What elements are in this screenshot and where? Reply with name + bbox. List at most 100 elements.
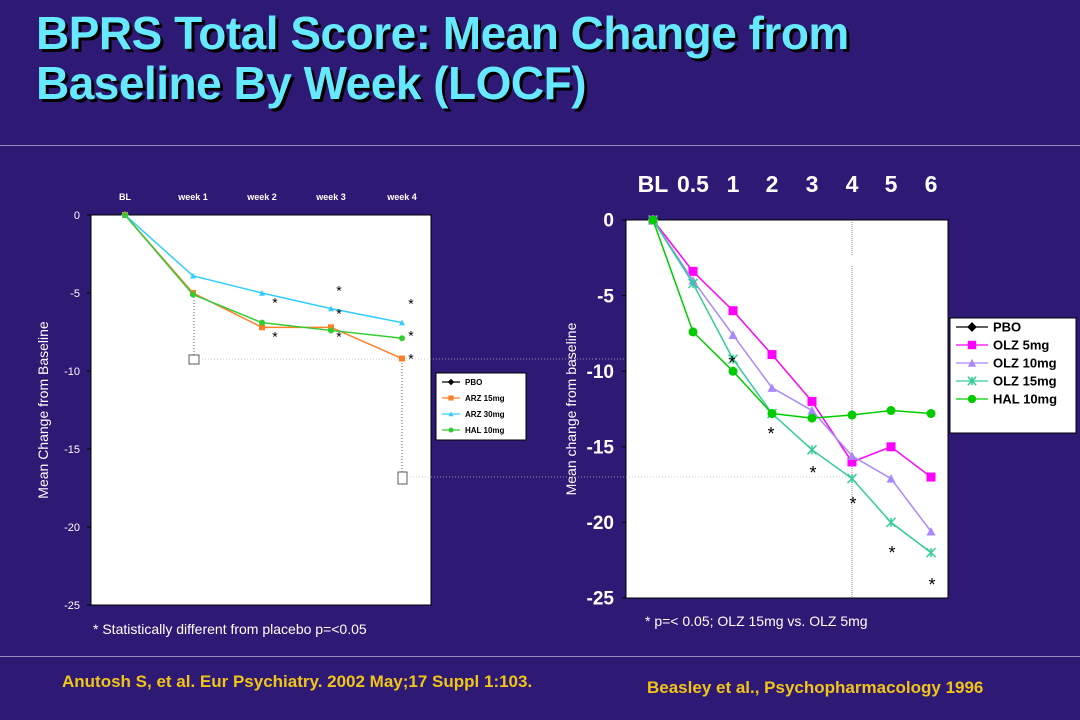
- chart2-series-point-4: [926, 409, 936, 419]
- chart1-legend-label: HAL 10mg: [465, 426, 505, 435]
- chart2-series-point-4: [688, 327, 698, 337]
- chart2-legend-swatch-marker: [967, 376, 977, 386]
- chart1-footnote: * Statistically different from placebo p…: [93, 621, 367, 637]
- chart2-category-label: 4: [846, 171, 859, 197]
- chart2-series-point-2: [886, 474, 896, 483]
- chart1-legend-label: ARZ 30mg: [465, 410, 505, 419]
- chart1-ytick-label: -20: [64, 522, 80, 534]
- chart1-ylabel: Mean Change from Baseline: [35, 321, 51, 499]
- chart2-legend-swatch-marker: [967, 322, 977, 332]
- chart2-significance-star: *: [849, 494, 856, 514]
- chart2-legend-label: OLZ 5mg: [993, 338, 1049, 353]
- chart1-plot-area: [90, 214, 432, 606]
- chart2-series-point-1: [807, 396, 817, 406]
- chart2-series-point-3: [806, 444, 818, 455]
- chart2-category-label: 1: [727, 171, 740, 197]
- chart2-ytick-label: -25: [587, 589, 615, 610]
- chart2-legend-box: [949, 317, 1077, 434]
- chart2-legend-label: HAL 10mg: [993, 392, 1057, 407]
- citation-left: Anutosh S, et al. Eur Psychiatry. 2002 M…: [62, 672, 533, 691]
- chart2-series-point-1: [767, 350, 777, 360]
- chart2-category-label: 6: [925, 171, 938, 197]
- chart1-series-point-0: [398, 240, 406, 249]
- chart1-ytick-label: 0: [74, 210, 80, 222]
- chart1-category-label: week 4: [386, 192, 417, 202]
- chart2-series-point-2: [807, 406, 817, 415]
- chart1-legend-label: PBO: [465, 378, 482, 387]
- chart2-category-label: 2: [766, 171, 779, 197]
- chart1-significance-star: *: [336, 329, 342, 345]
- citation-right: Beasley et al., Psychopharmacology 1996: [647, 678, 984, 697]
- chart2-series-point-0: [806, 258, 818, 270]
- chart1-series-point-3: [328, 327, 334, 334]
- chart2-series-point-4: [767, 409, 777, 419]
- chart1-ytick-label: -5: [70, 288, 80, 300]
- chart1-series-point-2: [399, 319, 405, 326]
- chart2-category-label: BL: [638, 171, 669, 197]
- chart2-ytick-label: 0: [603, 211, 614, 232]
- chart1-series-point-3: [190, 291, 196, 298]
- chart1-significance-star: *: [408, 296, 414, 312]
- chart2-series-point-0: [846, 255, 858, 267]
- chart1-legend-swatch-marker: [448, 427, 454, 433]
- chart1-category-label: week 3: [315, 192, 346, 202]
- chart2-series-point-3: [727, 354, 739, 365]
- chart1-legend-swatch-marker: [448, 395, 454, 401]
- chart1-series-point-0: [258, 254, 266, 263]
- chart2-series-line-3: [652, 219, 932, 554]
- chart2-series-point-0: [766, 254, 778, 265]
- chart1-series-point-3: [259, 319, 265, 326]
- chart1-significance-star: *: [408, 328, 414, 344]
- chart2-ytick-label: -5: [597, 286, 614, 307]
- chart2-series-point-0: [727, 251, 739, 262]
- chart2-series-line-1: [652, 219, 932, 478]
- chart1-ytick-label: -25: [64, 600, 80, 612]
- chart1-significance-star: *: [336, 283, 342, 299]
- chart1-series-point-3: [399, 335, 405, 342]
- chart2-significance-star: *: [888, 543, 895, 563]
- chart2-series-point-3: [687, 278, 699, 289]
- chart2-ylabel: Mean change from baseline: [563, 322, 579, 495]
- chart2-ytick-label: -20: [587, 513, 614, 534]
- chart2-series-point-1: [688, 266, 698, 276]
- bottom-divider: [0, 656, 1080, 657]
- chart1-category-label: week 1: [177, 192, 208, 202]
- chart2-legend-swatch-marker: [967, 394, 977, 404]
- chart2-series-line-0: [652, 219, 932, 282]
- chart2-series-point-0: [885, 267, 897, 279]
- chart1-series-point-2: [259, 290, 265, 296]
- chart2-series-point-1: [926, 472, 936, 482]
- chart1-ytick-label: -10: [64, 366, 80, 378]
- chart2-series-point-2: [728, 330, 738, 339]
- chart2-series-point-1: [886, 442, 896, 452]
- chart2-legend-swatch-marker: [967, 340, 977, 350]
- chart1-legend-label: ARZ 15mg: [465, 394, 505, 403]
- chart1-significance-star: *: [272, 295, 278, 311]
- chart2-category-label: 0.5: [677, 171, 709, 197]
- chart2-series-line-2: [652, 219, 932, 532]
- chart1-legend-swatch-marker: [447, 378, 455, 386]
- chart1-significance-star: *: [336, 306, 342, 322]
- chart1-series-point-2: [190, 272, 196, 279]
- chart1-series-point-2: [328, 305, 334, 312]
- chart2-series-point-0: [925, 270, 937, 282]
- chart1-series-point-1: [399, 355, 405, 362]
- chart2-series-point-2: [847, 451, 857, 460]
- chart1-series-point-1: [259, 324, 265, 331]
- chart1-category-label: week 2: [246, 192, 277, 202]
- chart1-significance-star: *: [408, 351, 414, 367]
- chart2-significance-star: *: [809, 463, 816, 483]
- chart2-significance-star: *: [767, 424, 774, 444]
- chart2-significance-star: *: [928, 575, 935, 595]
- chart1-series-point-1: [328, 324, 334, 331]
- chart2-series-point-4: [648, 215, 658, 225]
- chart2-plot-area: [625, 219, 949, 599]
- chart2-series-point-3: [846, 473, 858, 484]
- chart2-series-point-4: [728, 366, 738, 376]
- chart2-footnote: * p=< 0.05; OLZ 15mg vs. OLZ 5mg: [645, 613, 868, 629]
- chart2-series-point-4: [847, 410, 857, 420]
- chart2-series-point-4: [886, 406, 896, 416]
- chart2-ytick-label: -15: [587, 437, 615, 458]
- title-line-1: BPRS Total Score: Mean Change from: [36, 7, 849, 59]
